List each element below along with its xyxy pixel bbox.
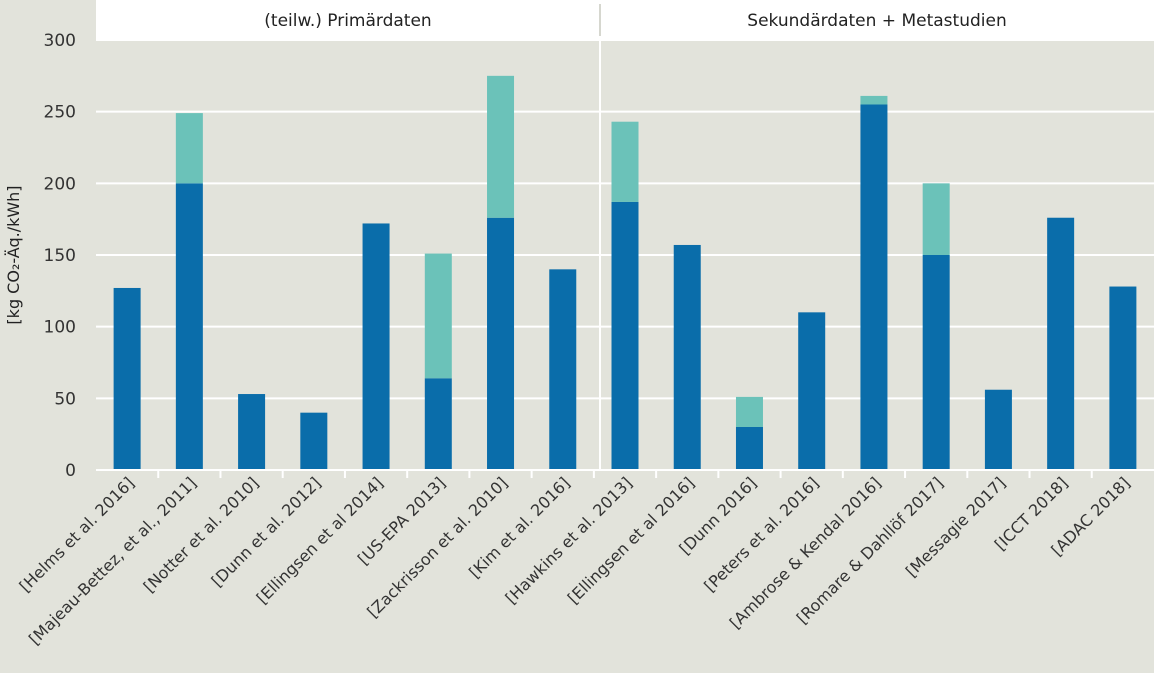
bar-segment-series-1 <box>1047 217 1075 470</box>
y-tick-label: 50 <box>54 389 76 409</box>
bar-segment-series-2 <box>611 121 639 202</box>
y-tick-labels: 0 50 100 150 200 250 300 <box>44 31 76 481</box>
bar-segment-series-1 <box>673 244 701 470</box>
bar-segment-series-1 <box>735 427 763 470</box>
y-axis-label: [kg CO₂-Äq./kWh] <box>4 185 23 324</box>
bar-segment-series-1 <box>113 287 141 470</box>
panel-header-bar <box>96 0 1154 40</box>
y-tick-label: 250 <box>44 103 76 123</box>
x-tick-labels: [Helms et al. 2016][Majeau-Bettez, et al… <box>16 473 1134 648</box>
bar-segment-series-1 <box>424 378 452 470</box>
bar-segment-series-2 <box>860 95 888 105</box>
bar-segment-series-1 <box>487 217 515 470</box>
bar-segment-series-1 <box>549 269 577 470</box>
x-tick-label: [Hawkins et al. 2013] <box>501 473 635 607</box>
bar-segment-series-2 <box>424 253 452 379</box>
bar-segment-series-2 <box>487 75 515 218</box>
bar-segment-series-2 <box>735 396 763 427</box>
bar-segment-series-2 <box>175 113 203 184</box>
panel-title-secondary: Sekundärdaten + Metastudien <box>747 11 1006 31</box>
bar-segment-series-1 <box>362 223 390 470</box>
bar-segment-series-1 <box>175 183 203 471</box>
bar-segment-series-1 <box>238 394 266 470</box>
bar-segment-series-1 <box>922 255 950 470</box>
x-tick-label: [Ellingsen et al 2014] <box>253 473 387 607</box>
bar-segment-series-1 <box>1109 286 1137 470</box>
x-tick-label: [Helms et al. 2016] <box>16 473 138 595</box>
bar-segment-series-1 <box>798 312 826 470</box>
panel-title-primary: (teilw.) Primärdaten <box>264 11 431 31</box>
y-tick-label: 300 <box>44 31 76 51</box>
x-tick-label: [Notter et al. 2010] <box>140 473 263 596</box>
y-tick-label: 0 <box>65 461 76 481</box>
bars <box>113 75 1137 471</box>
y-tick-label: 100 <box>44 318 76 338</box>
bar-segment-series-1 <box>860 104 888 470</box>
x-tick-label: [Peters et al. 2016] <box>700 473 822 595</box>
bar-segment-series-1 <box>611 201 639 470</box>
x-tick-label: [Dunn et al. 2012] <box>208 473 325 590</box>
x-ticks <box>157 470 1093 478</box>
y-tick-label: 200 <box>44 174 76 194</box>
y-tick-label: 150 <box>44 246 76 266</box>
bar-segment-series-2 <box>922 183 950 255</box>
bar-segment-series-1 <box>984 389 1012 470</box>
bar-segment-series-1 <box>300 412 328 470</box>
x-tick-label: [Ellingsen et al 2016] <box>564 473 698 607</box>
